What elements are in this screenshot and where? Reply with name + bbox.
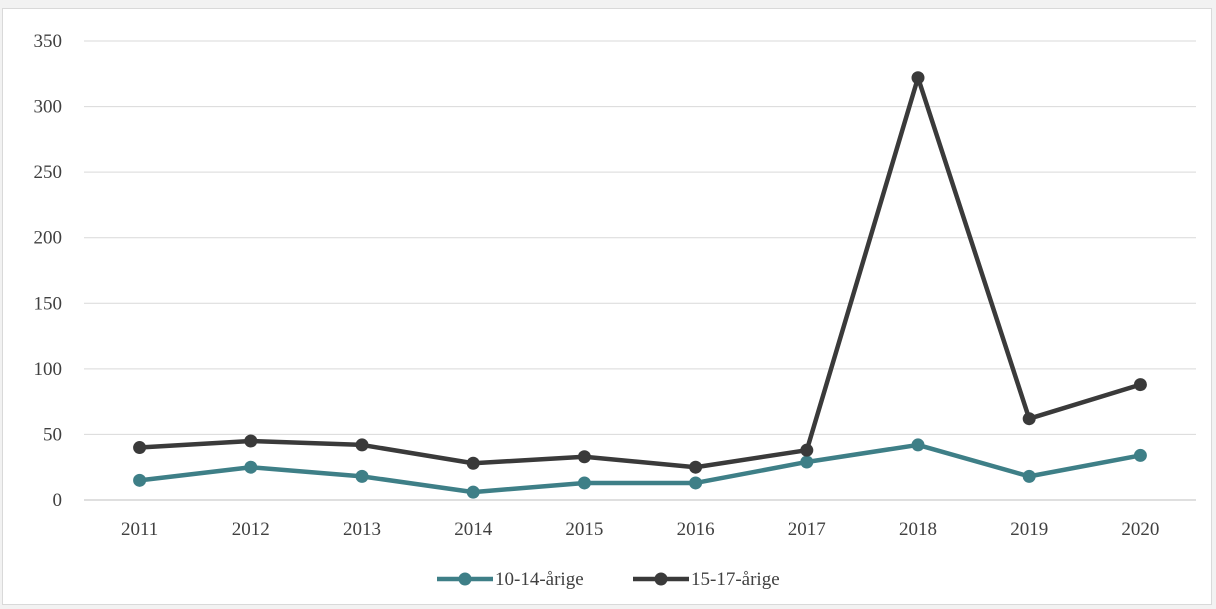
series-1 — [133, 438, 1147, 499]
data-point — [466, 485, 480, 499]
x-tick-label: 2012 — [232, 519, 270, 540]
x-tick-label: 2018 — [899, 519, 937, 540]
legend-marker — [458, 572, 472, 586]
x-tick-label: 2017 — [788, 519, 826, 540]
data-point — [466, 456, 480, 470]
data-point — [1133, 378, 1147, 392]
y-tick-label: 300 — [34, 97, 63, 118]
y-axis-ticks: 0 50 100 150 200 250 300 350 — [34, 31, 63, 511]
legend: 10-14-årige 15-17-årige — [437, 569, 780, 590]
data-point — [911, 71, 925, 85]
x-tick-label: 2014 — [454, 519, 493, 540]
series-line — [139, 442, 1141, 495]
legend-item: 10-14-årige — [437, 569, 584, 590]
data-point — [244, 434, 258, 448]
x-tick-label: 2015 — [565, 519, 603, 540]
data-point — [800, 455, 814, 469]
data-point — [355, 438, 369, 452]
data-point — [1022, 469, 1036, 483]
legend-marker — [654, 572, 668, 586]
data-point — [911, 438, 925, 452]
data-point — [133, 441, 147, 455]
x-tick-label: 2013 — [343, 519, 381, 540]
x-tick-label: 2020 — [1121, 519, 1159, 540]
chart-frame — [2, 8, 1212, 605]
x-tick-label: 2016 — [677, 519, 715, 540]
x-axis-ticks: 2011 2012 2013 2014 2015 2016 2017 2018 2019 2020 — [121, 519, 1159, 540]
y-tick-label: 350 — [34, 31, 63, 52]
x-tick-label: 2019 — [1010, 519, 1048, 540]
series-layer — [133, 71, 1147, 499]
y-tick-label: 200 — [34, 228, 63, 249]
data-point — [355, 469, 369, 483]
gridlines — [84, 40, 1196, 435]
legend-item: 15-17-årige — [633, 569, 780, 590]
data-point — [800, 443, 814, 457]
y-tick-label: 150 — [34, 293, 63, 314]
y-tick-label: 50 — [43, 424, 62, 445]
data-point — [689, 476, 703, 490]
data-point — [577, 476, 591, 490]
legend-label: 10-14-årige — [495, 569, 584, 590]
y-tick-label: 0 — [53, 490, 63, 511]
series-2 — [133, 71, 1147, 474]
data-point — [689, 460, 703, 474]
data-point — [133, 473, 147, 487]
data-point — [1022, 412, 1036, 426]
series-line — [139, 75, 1142, 470]
data-point — [1133, 448, 1147, 462]
y-tick-label: 100 — [34, 359, 63, 380]
y-tick-label: 250 — [34, 162, 63, 183]
data-point — [244, 460, 258, 474]
legend-label: 15-17-årige — [691, 569, 780, 590]
data-point — [577, 450, 591, 464]
x-tick-label: 2011 — [121, 519, 158, 540]
